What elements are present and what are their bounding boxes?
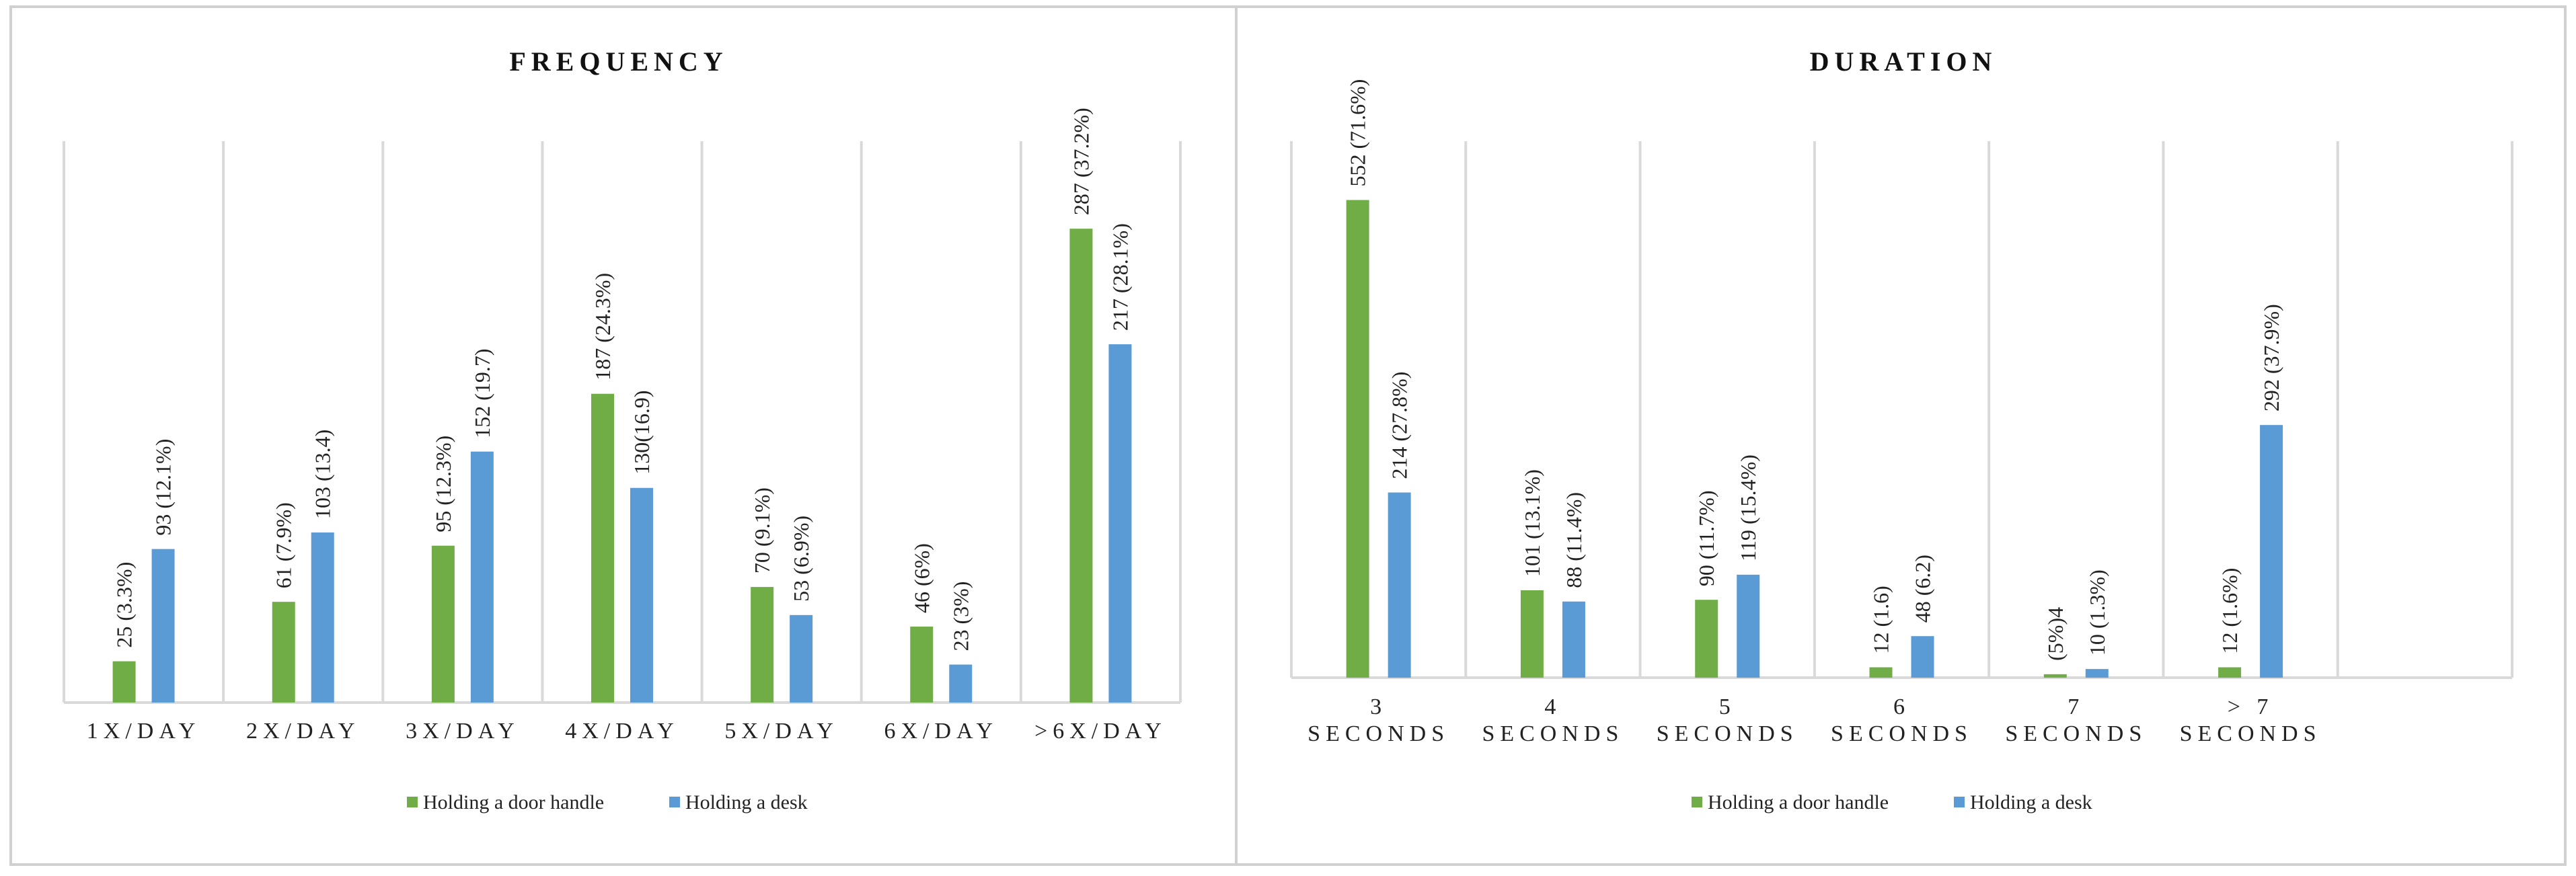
duration-legend-swatch: [1692, 797, 1702, 807]
frequency-category-label: >6X/DAY: [1034, 719, 1167, 744]
duration-legend-label: Holding a door handle: [1708, 791, 1889, 813]
duration-bar-door-handle: [2218, 667, 2242, 678]
frequency-legend-swatch: [407, 797, 418, 807]
duration-bar-desk: [2085, 669, 2109, 678]
duration-data-label: 88 (11.4%): [1562, 492, 1586, 588]
frequency-bar-desk: [790, 614, 813, 703]
duration-data-label: 12 (1.6): [1869, 586, 1893, 653]
frequency-bar-desk: [470, 451, 494, 703]
frequency-legend-swatch: [669, 797, 680, 807]
frequency-legend-label: Holding a door handle: [423, 791, 604, 813]
duration-bar-desk: [1388, 492, 1411, 678]
duration-category-label: 7: [2068, 694, 2084, 719]
frequency-bar-door-handle: [431, 545, 455, 703]
frequency-data-label: 53 (6.9%): [789, 516, 813, 602]
duration-bar-door-handle: [2043, 674, 2067, 678]
duration-legend-swatch: [1954, 797, 1965, 807]
frequency-bar-door-handle: [272, 602, 295, 703]
duration-data-label: 10 (1.3%): [2085, 569, 2109, 655]
duration-category-label: 3: [1370, 694, 1387, 719]
duration-bar-door-handle: [1520, 590, 1544, 678]
duration-category-label: 5: [1719, 694, 1736, 719]
duration-category-label-line2: SECONDS: [1482, 721, 1624, 746]
frequency-bar-desk: [1108, 344, 1132, 703]
frequency-category-label: 2X/DAY: [246, 719, 361, 744]
frequency-category-label: 4X/DAY: [565, 719, 679, 744]
duration-data-label: 214 (27.8%): [1388, 372, 1412, 479]
frequency-data-label: 187 (24.3%): [591, 273, 615, 381]
frequency-data-label: 152 (19.7): [470, 348, 494, 438]
duration-category-label: 6: [1893, 694, 1910, 719]
frequency-bar-door-handle: [591, 393, 614, 703]
frequency-data-label: 130(16.9): [630, 390, 654, 474]
duration-title: DURATION: [1810, 46, 1998, 77]
frequency-data-label: 46 (6%): [909, 543, 934, 613]
frequency-bar-desk: [630, 487, 653, 703]
frequency-bar-door-handle: [112, 661, 136, 703]
frequency-data-label: 217 (28.1%): [1108, 223, 1132, 331]
duration-data-label: (5%)4: [2043, 607, 2068, 661]
frequency-category-label: 3X/DAY: [406, 719, 520, 744]
frequency-data-label: 70 (9.1%): [750, 487, 774, 573]
duration-bar-door-handle: [1869, 667, 1893, 678]
duration-category-label-line2: SECONDS: [2180, 721, 2322, 746]
frequency-bar-door-handle: [1069, 229, 1093, 703]
duration-bar-desk: [1737, 574, 1760, 678]
duration-data-label: 90 (11.7%): [1694, 490, 1718, 586]
duration-bar-desk: [1562, 601, 1585, 678]
frequency-category-label: 1X/DAY: [87, 719, 201, 744]
duration-data-label: 48 (6.2): [1911, 555, 1935, 623]
frequency-data-label: 25 (3.3%): [112, 562, 137, 648]
duration-category-label-line2: SECONDS: [1831, 721, 1973, 746]
frequency-data-label: 103 (13.4): [311, 430, 335, 519]
frequency-category-label: 5X/DAY: [724, 719, 839, 744]
duration-category-label-line2: SECONDS: [2005, 721, 2147, 746]
duration-category-label-line2: SECONDS: [1657, 721, 1798, 746]
duration-category-label: > 7: [2228, 694, 2274, 719]
frequency-data-label: 287 (37.2%): [1069, 108, 1093, 215]
duration-data-label: 12 (1.6%): [2218, 568, 2242, 654]
frequency-data-label: 95 (12.3%): [431, 436, 455, 532]
duration-legend-label: Holding a desk: [1970, 791, 2092, 813]
duration-bar-door-handle: [1346, 200, 1369, 678]
duration-data-label: 552 (71.6%): [1346, 79, 1370, 187]
frequency-bar-desk: [151, 549, 175, 703]
duration-bar-desk: [2260, 425, 2283, 678]
frequency-bar-door-handle: [910, 627, 934, 703]
duration-data-label: 119 (15.4%): [1736, 454, 1760, 561]
frequency-category-label: 6X/DAY: [884, 719, 999, 744]
frequency-bar-door-handle: [751, 587, 774, 703]
duration-bar-door-handle: [1695, 600, 1718, 678]
duration-data-label: 101 (13.1%): [1520, 469, 1544, 577]
frequency-data-label: 61 (7.9%): [272, 502, 296, 588]
frequency-chart: FREQUENCY 1X/DAY 25 (3.3%) 93 (12.1%) 2X/DAY…: [63, 46, 1182, 813]
duration-panel-frame: [1235, 5, 2567, 866]
frequency-legend-label: Holding a desk: [685, 791, 808, 813]
duration-category-label: 4: [1544, 694, 1561, 719]
frequency-bar-desk: [949, 664, 973, 703]
frequency-data-label: 93 (12.1%): [151, 439, 176, 536]
frequency-title: FREQUENCY: [509, 46, 728, 77]
duration-bar-desk: [1911, 636, 1934, 678]
duration-category-label-line2: SECONDS: [1308, 721, 1449, 746]
duration-data-label: 292 (37.9%): [2259, 304, 2283, 411]
frequency-data-label: 23 (3%): [948, 582, 973, 651]
frequency-bar-desk: [311, 532, 334, 703]
